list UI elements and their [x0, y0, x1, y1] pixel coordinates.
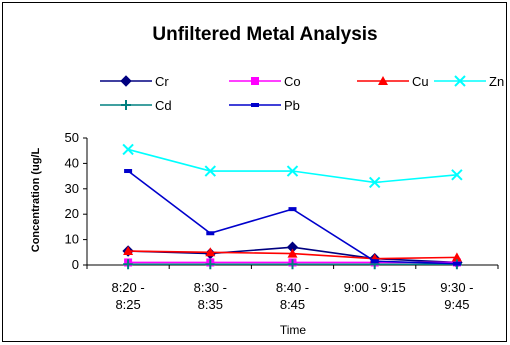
series-zn: [122, 143, 463, 189]
series-pb: [124, 169, 461, 266]
legend-marker-cd: [121, 100, 131, 110]
series-line-zn: [127, 148, 457, 184]
y-axis-title: Concentration (ug/L: [30, 147, 42, 252]
x-tick-label: 9:00 - 9:15: [344, 280, 406, 295]
x-ticks: 8:20 -8:25 8:30 -8:35 8:40 -8:45 9:00 - 9:1…: [86, 265, 499, 312]
legend-item-cu: Cu: [357, 74, 429, 89]
data-point-cu: [451, 252, 462, 262]
y-tick-label: 10: [65, 232, 79, 247]
legend-label-cr: Cr: [155, 74, 169, 89]
data-point-zn: [204, 165, 217, 177]
legend-marker-pb: [251, 103, 259, 107]
data-point-pb: [370, 259, 379, 264]
legend-item-zn: Zn: [434, 74, 504, 89]
data-point-cd: [123, 259, 134, 270]
chart-frame: [2, 2, 507, 342]
data-point-pb: [124, 169, 133, 174]
data-point-pb: [206, 231, 215, 236]
legend-marker-co: [251, 77, 259, 85]
data-point-zn: [122, 143, 134, 156]
y-tick-label: 0: [72, 257, 79, 272]
legend: Cr Co Cu Zn Cd Pb: [100, 74, 504, 113]
series-cu: [123, 246, 462, 263]
legend-item-co: Co: [229, 74, 301, 89]
x-tick-label: 8:20 -8:25: [111, 280, 144, 312]
legend-label-zn: Zn: [489, 74, 504, 89]
y-tick-label: 50: [65, 130, 79, 145]
series-group: [122, 143, 463, 270]
data-point-pb: [452, 261, 461, 266]
data-point-cd: [287, 259, 298, 270]
data-point-zn: [286, 165, 299, 177]
legend-label-pb: Pb: [284, 98, 300, 113]
data-point-cu: [205, 247, 216, 257]
y-tick-label: 20: [65, 206, 79, 221]
legend-marker-cu: [378, 76, 388, 85]
legend-label-cu: Cu: [412, 74, 429, 89]
data-point-pb: [288, 207, 297, 212]
x-axis-title: Time: [280, 323, 307, 337]
legend-label-co: Co: [284, 74, 301, 89]
data-point-zn: [451, 169, 463, 181]
legend-item-pb: Pb: [229, 98, 300, 113]
legend-item-cd: Cd: [100, 98, 172, 113]
y-tick-label: 30: [65, 181, 79, 196]
y-tick-label: 40: [65, 155, 79, 170]
legend-item-cr: Cr: [100, 74, 169, 89]
legend-marker-cr: [120, 75, 132, 87]
x-tick-label: 8:40 -8:45: [276, 280, 309, 312]
data-point-zn: [368, 176, 381, 189]
x-tick-label: 8:30 -8:35: [194, 280, 227, 312]
data-point-cu: [123, 246, 134, 256]
x-tick-label: 9:30 -9:45: [440, 280, 473, 312]
data-point-cu: [287, 248, 298, 258]
y-ticks: 0 10 20 30 40 50: [65, 130, 87, 272]
legend-label-cd: Cd: [155, 98, 172, 113]
chart-title: Unfiltered Metal Analysis: [152, 24, 377, 45]
legend-marker-zn: [454, 75, 466, 87]
data-point-cd: [205, 259, 216, 270]
